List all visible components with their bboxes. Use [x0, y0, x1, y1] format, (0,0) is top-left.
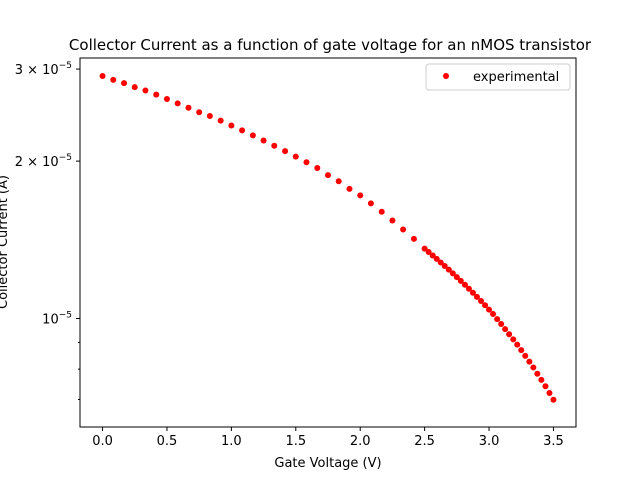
data-point — [433, 255, 440, 262]
data-point — [429, 252, 436, 259]
data-point — [357, 192, 364, 199]
x-axis-ticks: 0.0 0.5 1.0 1.5 2.0 2.5 3.0 3.5 — [92, 427, 564, 449]
x-tick-label: 3.5 — [543, 434, 564, 449]
data-point — [410, 235, 417, 242]
data-point — [530, 364, 537, 371]
y-tick-label: 3 × 10−5 — [15, 61, 72, 78]
legend-box — [425, 63, 571, 91]
data-point — [469, 289, 476, 296]
data-point — [453, 274, 460, 281]
data-point — [153, 91, 160, 98]
data-point — [550, 396, 557, 403]
data-point — [206, 112, 213, 119]
x-tick-label: 2.0 — [350, 434, 371, 449]
data-point — [260, 137, 267, 144]
data-point — [249, 132, 256, 139]
y-axis-ticks: 10−5 2 × 10−5 3 × 10−5 — [15, 61, 80, 400]
data-point — [526, 358, 533, 365]
x-axis-label: Gate Voltage (V) — [274, 456, 381, 471]
x-tick-label: 1.5 — [285, 434, 306, 449]
data-point — [99, 72, 106, 79]
data-point — [506, 331, 513, 338]
data-point — [473, 293, 480, 300]
legend-marker — [443, 73, 449, 79]
data-point — [400, 226, 407, 233]
data-point — [196, 109, 203, 116]
legend-label: experimental — [473, 70, 559, 85]
data-point — [131, 84, 138, 91]
data-point — [163, 95, 170, 102]
data-point — [425, 249, 432, 256]
plot-frame — [79, 57, 577, 428]
data-point — [482, 302, 489, 309]
x-tick-label: 3.0 — [479, 434, 500, 449]
data-point — [518, 347, 525, 354]
data-point — [478, 298, 485, 305]
data-point — [437, 259, 444, 266]
data-point — [303, 159, 310, 166]
data-point — [441, 263, 448, 270]
data-point — [486, 306, 493, 313]
data-point — [142, 87, 149, 94]
data-point — [542, 383, 549, 390]
data-point — [421, 245, 428, 252]
data-point — [546, 390, 553, 397]
data-point — [538, 376, 545, 383]
data-point — [490, 310, 497, 317]
data-markers — [99, 72, 557, 403]
data-point — [534, 370, 541, 377]
x-tick-label: 1.0 — [221, 434, 242, 449]
data-point — [110, 76, 117, 83]
data-point — [174, 100, 181, 107]
data-point — [282, 148, 289, 155]
data-point — [457, 277, 464, 284]
data-point — [522, 352, 529, 359]
data-point — [502, 326, 509, 333]
data-point — [494, 316, 501, 323]
data-point — [449, 270, 456, 277]
data-point — [314, 165, 321, 172]
data-point — [461, 281, 468, 288]
x-tick-label: 2.5 — [414, 434, 435, 449]
data-point — [346, 185, 353, 192]
data-point — [514, 341, 521, 348]
data-point — [217, 117, 224, 124]
data-point — [367, 200, 374, 207]
data-point — [378, 208, 385, 215]
y-axis-label: Collector Current (A) — [0, 175, 11, 309]
data-point — [510, 336, 517, 343]
data-point — [325, 172, 331, 179]
data-point — [239, 127, 246, 134]
data-point — [121, 80, 128, 87]
chart-title: Collector Current as a function of gate … — [69, 36, 592, 54]
data-point — [228, 122, 235, 129]
x-tick-label: 0.0 — [92, 434, 113, 449]
data-point — [389, 217, 396, 224]
data-point — [465, 285, 472, 292]
data-point — [185, 104, 192, 111]
data-point — [292, 153, 299, 160]
data-point — [498, 320, 505, 327]
y-tick-label: 2 × 10−5 — [15, 153, 72, 170]
legend: experimental — [425, 63, 571, 91]
data-point — [271, 142, 278, 149]
data-point — [335, 178, 342, 185]
y-tick-label: 10−5 — [42, 310, 72, 327]
data-point — [445, 266, 452, 273]
x-tick-label: 0.5 — [157, 434, 178, 449]
